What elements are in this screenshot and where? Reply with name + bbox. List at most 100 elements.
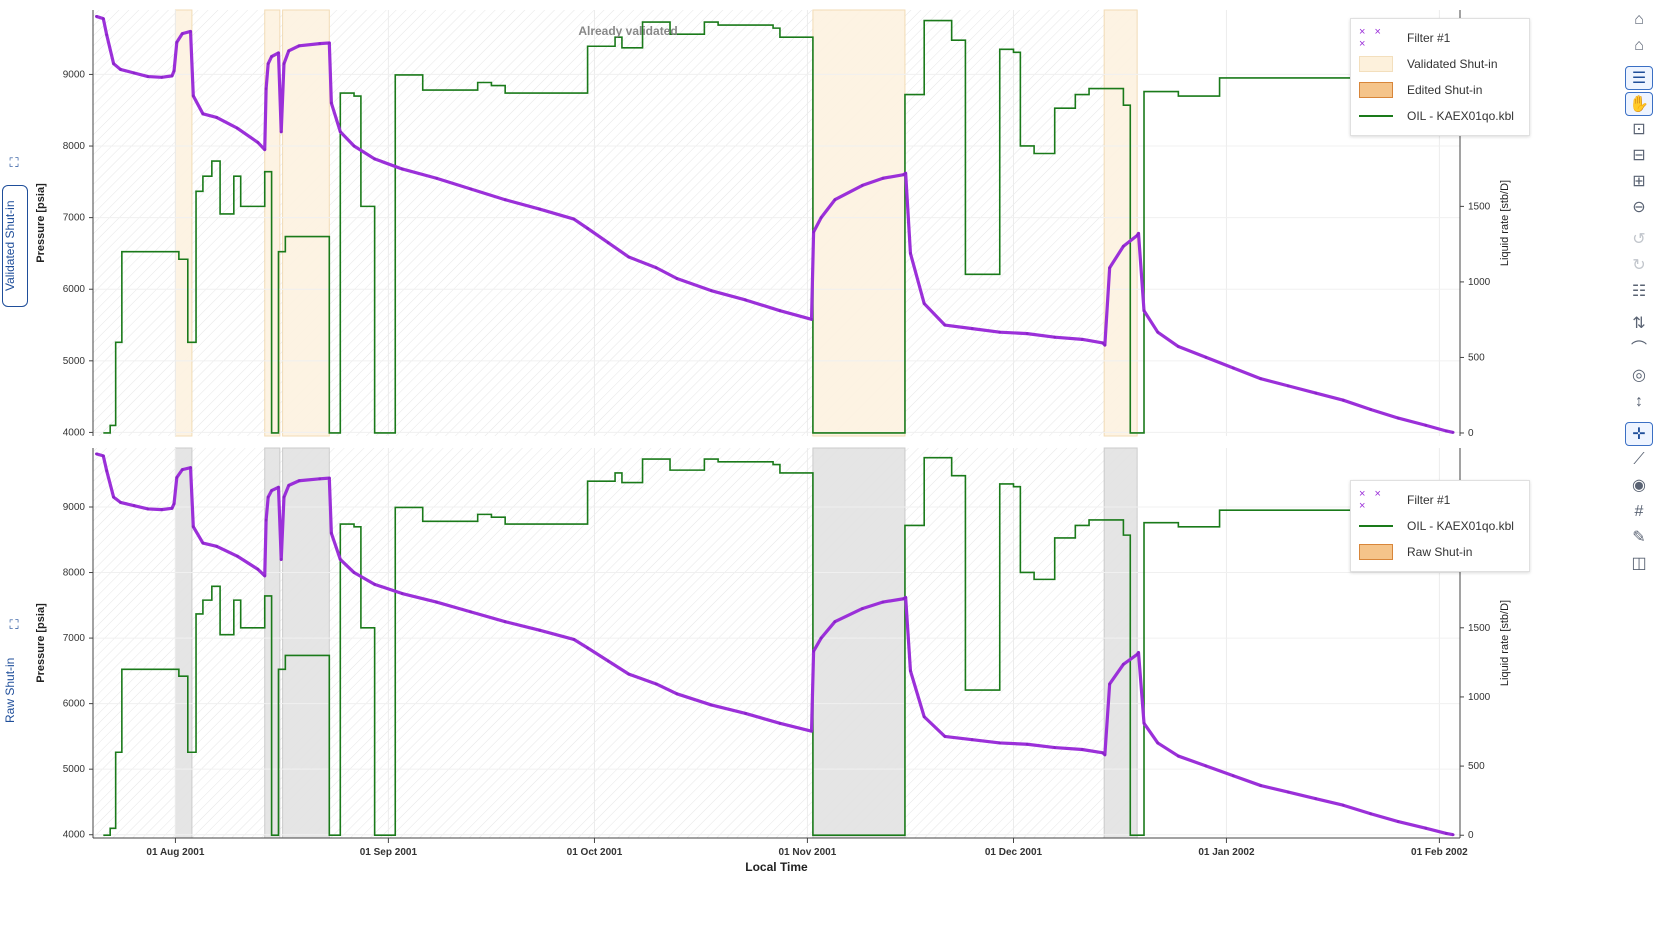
- pressure-point: [119, 501, 122, 504]
- shutin-band[interactable]: [283, 10, 330, 436]
- pressure-point: [1177, 345, 1180, 348]
- pressure-point: [95, 452, 98, 455]
- left-axis-label: Pressure [psia]: [35, 183, 47, 263]
- zoom-out-icon[interactable]: ⊖: [1625, 196, 1653, 220]
- shutin-band[interactable]: [813, 10, 905, 436]
- pressure-point: [971, 327, 974, 330]
- pressure-point: [401, 592, 404, 595]
- pressure-point: [1081, 338, 1084, 341]
- legend-label: Filter #1: [1407, 31, 1450, 45]
- already-validated-annotation: Already validated: [578, 24, 677, 38]
- undo-icon[interactable]: ↺: [1625, 228, 1653, 252]
- redo-icon[interactable]: ↻: [1625, 254, 1653, 278]
- zoom-box-icon[interactable]: ⊡: [1625, 118, 1653, 142]
- pressure-point: [627, 256, 630, 259]
- pressure-point: [1204, 764, 1207, 767]
- pressure-point: [435, 177, 438, 180]
- legend-label: Filter #1: [1407, 493, 1450, 507]
- legend-item[interactable]: OIL - KAEX01qo.kbl: [1359, 103, 1521, 129]
- validated-hatch-region: [93, 10, 1137, 436]
- pressure-point: [256, 568, 259, 571]
- shutin-band[interactable]: [1104, 10, 1137, 436]
- pressure-point: [909, 252, 912, 255]
- marker-swatch: × × ×: [1359, 488, 1393, 512]
- chart-canvas[interactable]: 4000500060007000800090000500100015002000…: [0, 0, 1659, 931]
- pressure-point: [189, 466, 192, 469]
- pressure-point: [820, 216, 823, 219]
- pressure-point: [861, 184, 864, 187]
- pressure-point: [1103, 753, 1106, 756]
- expand-icon[interactable]: ⛶: [7, 618, 21, 632]
- x-tick-label: 01 Aug 2001: [146, 847, 204, 858]
- pressure-point: [971, 738, 974, 741]
- right-tick-label: 0: [1468, 830, 1474, 841]
- raw-shutin-tab[interactable]: Raw Shut-in: [2, 650, 28, 730]
- pressure-point: [1108, 683, 1111, 686]
- pressure-point: [1445, 832, 1448, 835]
- crosshair-icon[interactable]: ✛: [1625, 422, 1653, 446]
- right-tick-label: 1500: [1468, 623, 1491, 634]
- expand-icon[interactable]: ⛶: [7, 156, 21, 170]
- pressure-point: [744, 299, 747, 302]
- zoom-y-icon[interactable]: ⊞: [1625, 170, 1653, 194]
- pressure-point: [105, 34, 108, 37]
- pan-hand-icon[interactable]: ✋: [1625, 92, 1653, 116]
- legend-item[interactable]: Edited Shut-in: [1359, 77, 1521, 103]
- pressure-point: [1137, 232, 1140, 235]
- pressure-point: [943, 735, 946, 738]
- legend-item[interactable]: Raw Shut-in: [1359, 539, 1521, 565]
- pointer-icon[interactable]: ◉: [1625, 474, 1653, 498]
- left-tick-label: 5000: [63, 356, 86, 367]
- legend-item[interactable]: × × × Filter #1: [1359, 25, 1521, 51]
- pressure-point: [655, 266, 658, 269]
- raw-panel[interactable]: 4000500060007000800090000500100015002000…: [35, 448, 1511, 841]
- left-axis-label: Pressure [psia]: [35, 603, 47, 683]
- pressure-point: [277, 52, 280, 55]
- tangent-icon[interactable]: ⟋: [1625, 448, 1653, 472]
- pressure-point: [202, 542, 205, 545]
- pressure-point: [627, 673, 630, 676]
- legend-raw: × × × Filter #1 OIL - KAEX01qo.kbl Raw Shut…: [1350, 480, 1530, 572]
- home-icon[interactable]: ⌂: [1625, 8, 1653, 32]
- pressure-point: [504, 198, 507, 201]
- vertical-resize-icon[interactable]: ↕: [1625, 390, 1653, 414]
- pressure-point: [1053, 746, 1056, 749]
- zoom-x-icon[interactable]: ⊟: [1625, 144, 1653, 168]
- pressure-point: [1156, 742, 1159, 745]
- brush-icon[interactable]: ✎: [1625, 526, 1653, 550]
- pressure-point: [287, 484, 290, 487]
- reset-home-icon[interactable]: ⌂: [1625, 34, 1653, 58]
- pressure-point: [236, 127, 239, 130]
- pressure-point: [173, 502, 176, 505]
- pressure-point: [833, 620, 836, 623]
- curve-icon[interactable]: ⌒: [1625, 338, 1653, 362]
- camera-icon[interactable]: ◫: [1625, 552, 1653, 576]
- pressure-point: [675, 692, 678, 695]
- pressure-point: [339, 130, 342, 133]
- grid-icon[interactable]: #: [1625, 500, 1653, 524]
- pressure-point: [112, 62, 115, 65]
- shutin-band[interactable]: [175, 10, 191, 436]
- pressure-point: [504, 620, 507, 623]
- left-tick-label: 8000: [63, 141, 86, 152]
- list-icon[interactable]: ☰: [1625, 66, 1653, 90]
- legend-item[interactable]: OIL - KAEX01qo.kbl: [1359, 513, 1521, 539]
- pressure-point: [181, 468, 184, 471]
- curve-zoom-icon[interactable]: ◎: [1625, 364, 1653, 388]
- align-zero-icon[interactable]: ⇅: [1625, 312, 1653, 336]
- pressure-point: [318, 42, 321, 45]
- pressure-point: [1137, 651, 1140, 654]
- pressure-point: [923, 715, 926, 718]
- legend-item[interactable]: Validated Shut-in: [1359, 51, 1521, 77]
- pressure-point: [1424, 827, 1427, 830]
- marker-swatch: × × ×: [1359, 26, 1393, 50]
- left-tick-label: 4000: [63, 830, 86, 841]
- pressure-point: [147, 508, 150, 511]
- zoom-list-icon[interactable]: ☷: [1625, 280, 1653, 304]
- validated-panel[interactable]: 4000500060007000800090000500100015002000…: [35, 10, 1511, 439]
- pressure-point: [189, 30, 192, 33]
- legend-item[interactable]: × × × Filter #1: [1359, 487, 1521, 513]
- pressure-point: [287, 49, 290, 52]
- validated-shutin-tab[interactable]: Validated Shut-in: [2, 185, 28, 307]
- pressure-point: [572, 218, 575, 221]
